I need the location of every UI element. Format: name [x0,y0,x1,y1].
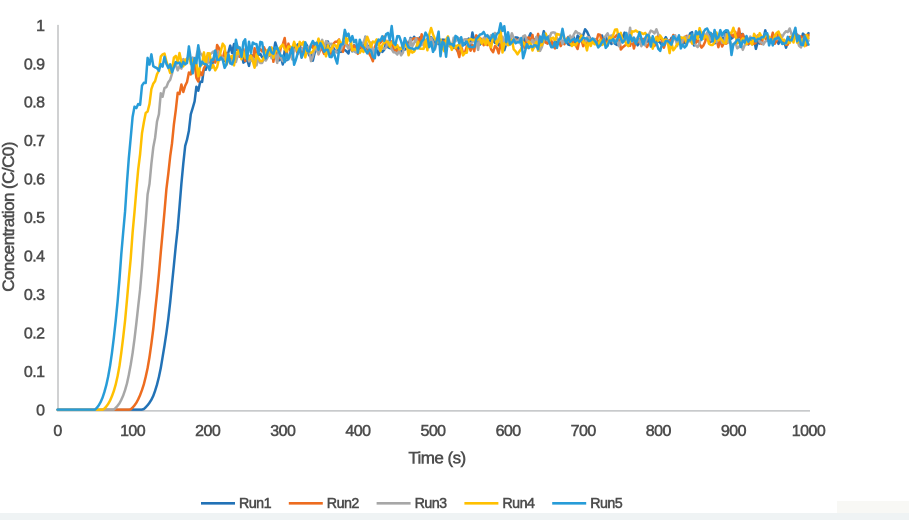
svg-text:0.2: 0.2 [24,326,45,343]
svg-text:0.3: 0.3 [24,287,45,304]
svg-text:200: 200 [195,423,221,440]
svg-text:1000: 1000 [792,423,826,440]
svg-text:Run1: Run1 [239,496,272,512]
svg-text:Run5: Run5 [590,496,623,512]
svg-text:Time (s): Time (s) [408,448,465,467]
svg-text:0: 0 [36,403,45,420]
svg-text:500: 500 [420,423,446,440]
svg-text:100: 100 [120,423,146,440]
svg-text:800: 800 [646,423,672,440]
svg-text:0.4: 0.4 [24,249,45,266]
svg-text:0.1: 0.1 [24,364,45,381]
svg-text:0.5: 0.5 [24,210,45,227]
svg-text:Run2: Run2 [327,496,360,512]
svg-text:900: 900 [721,423,747,440]
svg-text:Run3: Run3 [415,496,448,512]
svg-text:700: 700 [571,423,597,440]
svg-text:0.9: 0.9 [24,56,45,73]
svg-text:Run4: Run4 [502,496,535,512]
svg-text:0.6: 0.6 [24,172,45,189]
svg-text:400: 400 [345,423,371,440]
svg-text:600: 600 [496,423,522,440]
svg-text:0.7: 0.7 [24,133,45,150]
svg-text:1: 1 [36,18,45,35]
svg-text:0: 0 [53,423,62,440]
svg-text:300: 300 [270,423,296,440]
svg-text:0.8: 0.8 [24,95,45,112]
svg-text:Concentration (C/C0): Concentration (C/C0) [0,142,18,292]
